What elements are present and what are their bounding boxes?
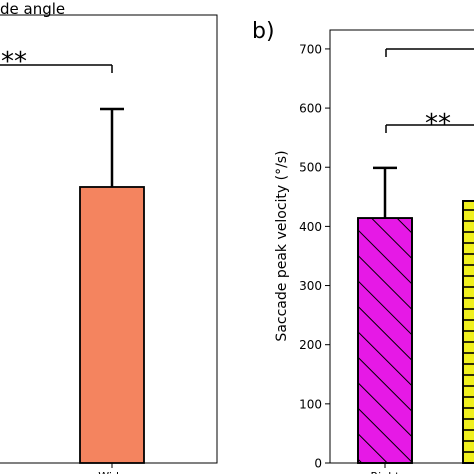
y-tick-label: 100	[299, 397, 322, 411]
chart-title: de angle	[0, 0, 65, 18]
y-axis-label: Saccade peak velocity (°/s)	[274, 150, 290, 341]
y-tick-label: 0	[314, 457, 322, 471]
bar-hatch	[462, 200, 474, 464]
x-tick-label-line: Wide	[98, 470, 126, 474]
x-tick-label: Rightupward	[364, 470, 405, 474]
y-tick-label: 400	[299, 220, 322, 234]
x-tick-label: Wide(30°)	[98, 470, 126, 474]
significance: **	[425, 109, 451, 139]
y-tick-label: 600	[299, 102, 322, 116]
y-tick-label: 300	[299, 279, 322, 293]
bar	[79, 186, 145, 464]
y-tick-label: 700	[299, 42, 322, 56]
significance: **	[1, 47, 27, 77]
y-tick-label: 200	[299, 338, 322, 352]
plot-frame	[0, 14, 218, 464]
x-tick-label-line: Right	[371, 470, 401, 474]
bar-hatch	[357, 217, 413, 464]
plot-frame	[329, 29, 474, 464]
panel-label: b)	[252, 19, 275, 44]
y-tick-label: 500	[299, 161, 322, 175]
